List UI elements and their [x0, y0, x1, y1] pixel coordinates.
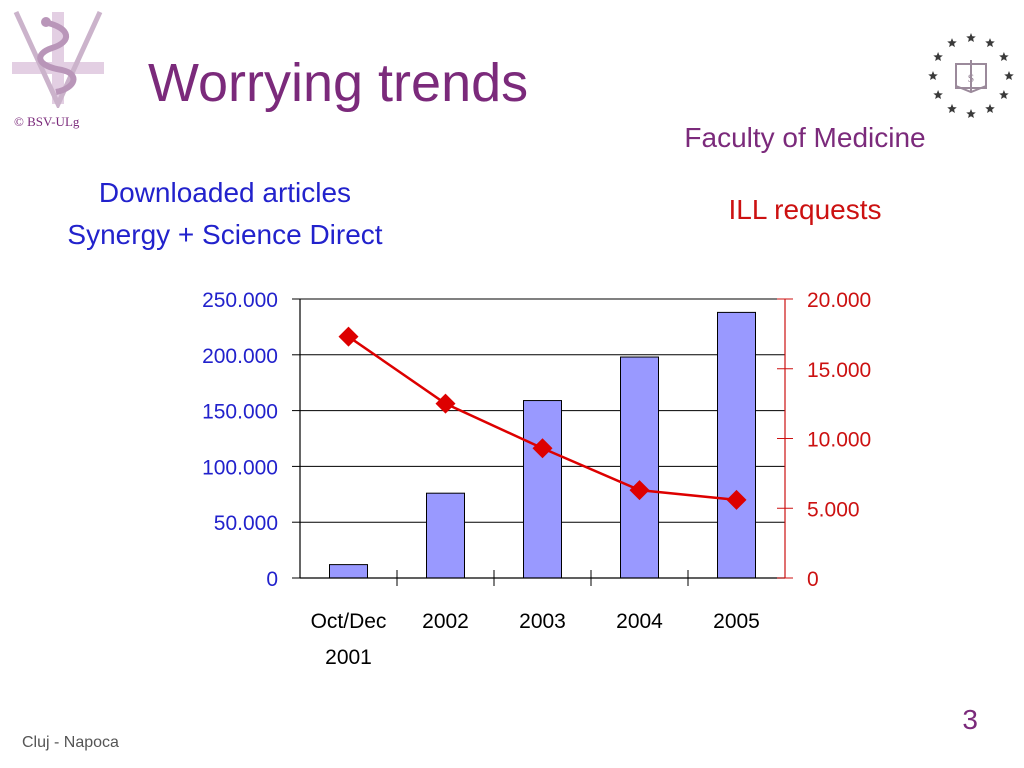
bar [329, 564, 368, 579]
bar [717, 311, 756, 579]
left-caption-line-2: Synergy + Science Direct [67, 219, 383, 250]
bar [620, 356, 659, 579]
bar [523, 400, 562, 579]
star-icon [947, 38, 957, 48]
star-icon [947, 103, 957, 113]
chart-axes [292, 298, 793, 586]
left-axis-tick-label: 100.000 [202, 456, 278, 479]
right-axis-tick-label: 15.000 [807, 359, 871, 382]
ill-requests-point [726, 489, 747, 510]
bar [426, 492, 465, 579]
star-icon [966, 109, 976, 119]
star-icon [999, 52, 1009, 62]
star-icon [966, 33, 976, 43]
left-series-caption: Downloaded articles Synergy + Science Di… [20, 172, 430, 256]
star-icon [1004, 71, 1014, 81]
university-seal-icon: S [928, 33, 1014, 119]
right-axis-tick-label: 20.000 [807, 289, 871, 312]
right-axis-tick-label: 0 [807, 568, 819, 591]
left-axis-tick-label: 150.000 [202, 401, 278, 424]
x-axis-tick-label: 2004 [616, 610, 663, 633]
ill-requests-point [435, 393, 456, 414]
x-axis-tick-label: 2005 [713, 610, 760, 633]
ill-requests-point [532, 438, 553, 459]
star-icon [999, 90, 1009, 100]
slide-subtitle: Faculty of Medicine [684, 122, 926, 153]
ill-requests-point [629, 480, 650, 501]
left-axis-tick-label: 200.000 [202, 345, 278, 368]
left-axis-tick-label: 0 [266, 568, 278, 591]
star-icon [933, 90, 943, 100]
right-axis-tick-label: 10.000 [807, 429, 871, 452]
copyright-notice: © BSV-ULg [14, 114, 80, 129]
star-icon [933, 52, 943, 62]
right-series-caption: ILL requests [728, 194, 882, 225]
slide-title: Worrying trends [148, 53, 529, 113]
svg-text:S: S [968, 71, 975, 85]
left-caption-line-1: Downloaded articles [98, 177, 352, 208]
star-icon [928, 71, 938, 81]
bar-series [329, 311, 756, 579]
tick-labels: 0 50.000 100.000 150.000 200.000 250.000 Oct/D… [202, 289, 871, 669]
page-number: 3 [962, 704, 978, 735]
star-icon [985, 38, 995, 48]
left-axis-tick-label: 250.000 [202, 289, 278, 312]
x-axis-tick-label: 2003 [519, 610, 566, 633]
left-axis-tick-label: 50.000 [214, 512, 278, 535]
line-series [338, 326, 747, 510]
x-axis-tick-label: 2001 [325, 646, 372, 669]
x-axis-tick-label: Oct/Dec [311, 610, 387, 633]
footer-location: Cluj - Napoca [22, 734, 119, 751]
ill-requests-point [338, 326, 359, 347]
star-icon [985, 103, 995, 113]
faculty-logo-icon [12, 10, 104, 108]
x-axis-tick-label: 2002 [422, 610, 469, 633]
right-axis-tick-label: 5.000 [807, 498, 860, 521]
